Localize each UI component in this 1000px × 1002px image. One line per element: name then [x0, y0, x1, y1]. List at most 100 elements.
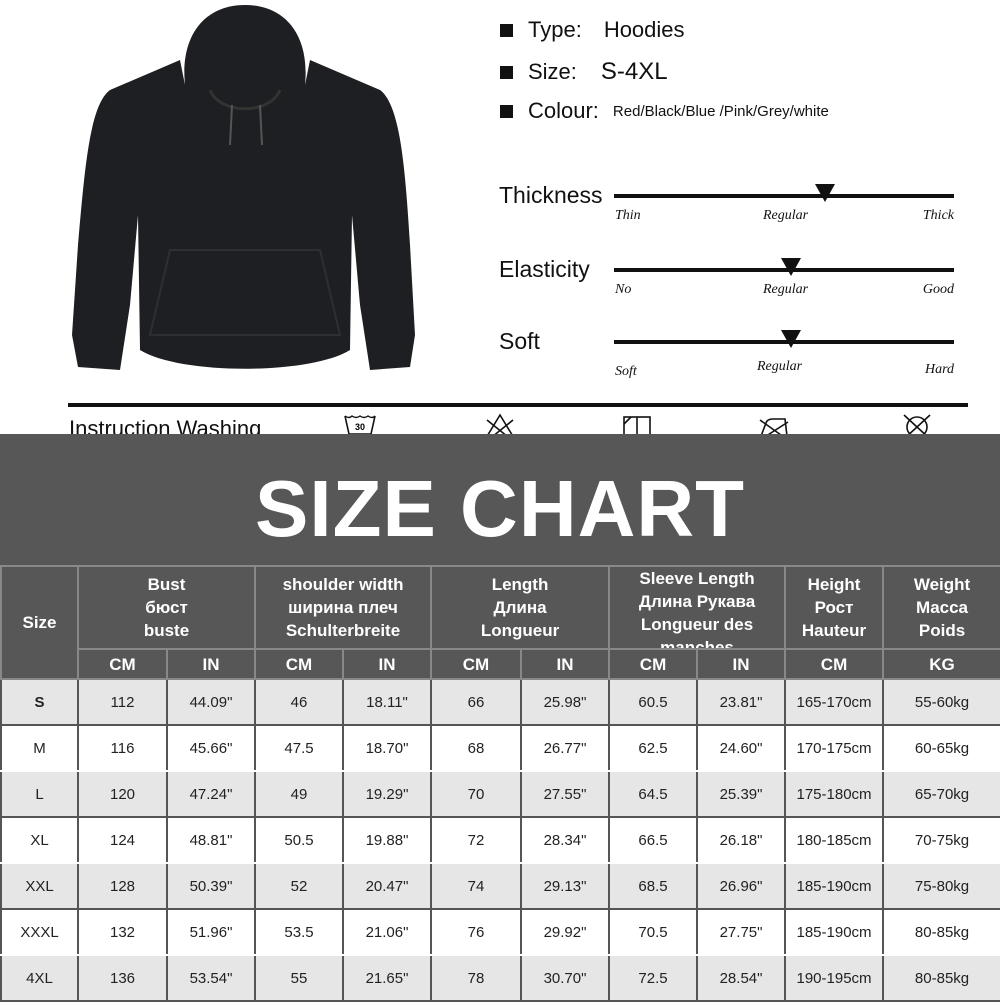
unit-header: CM — [254, 648, 344, 680]
table-cell: 136 — [77, 954, 168, 1002]
table-row: S 112 44.09" 46 18.11" 66 25.98" 60.5 23.81" 165-… — [0, 678, 1000, 726]
table-cell: 80-85kg — [882, 908, 1000, 956]
header-line: Рост — [814, 598, 854, 617]
header-line: manches — [660, 638, 734, 648]
unit-header: CM — [784, 648, 885, 680]
table-cell: 19.88" — [341, 816, 433, 864]
size-cell: S — [0, 678, 79, 726]
table-cell: 72.5 — [608, 954, 699, 1002]
table-cell: 46 — [254, 678, 344, 726]
table-cell: 28.54" — [696, 954, 787, 1002]
table-cell: 52 — [254, 862, 344, 910]
header-line: Longueur — [480, 621, 560, 640]
table-cell: 124 — [77, 816, 168, 864]
table-row: XL 124 48.81" 50.5 19.88" 72 28.34" 66.5 26.18" 1… — [0, 816, 1000, 864]
size-cell: M — [0, 724, 79, 772]
table-cell: 80-85kg — [882, 954, 1000, 1002]
spec-value: Red/Black/Blue /Pink/Grey/white — [612, 102, 829, 120]
header-line: Hauteur — [801, 621, 867, 640]
bullet-icon — [500, 23, 513, 37]
column-group-header: Length Длина Longueur — [430, 565, 611, 650]
table-cell: 60-65kg — [882, 724, 1000, 772]
size-cell: XXL — [0, 862, 79, 910]
header-line: Schulterbreite — [285, 621, 401, 640]
size-cell: 4XL — [0, 954, 79, 1002]
column-group-header: Sleeve Length Длина Рукава Longueur des man… — [608, 565, 787, 650]
header-line: buste — [143, 621, 190, 640]
table-cell: 23.81" — [696, 678, 787, 726]
svg-text:30: 30 — [355, 422, 365, 432]
table-cell: 112 — [77, 678, 168, 726]
hoodie-image — [72, 5, 415, 370]
unit-header: CM — [77, 648, 168, 680]
table-row: 4XL 136 53.54" 55 21.65" 78 30.70" 72.5 28.54" 19… — [0, 954, 1000, 1002]
table-cell: 45.66" — [166, 724, 256, 772]
table-cell: 74 — [430, 862, 523, 910]
table-row: XXXL 132 51.96" 53.5 21.06" 76 29.92" 70.5 27.75… — [0, 908, 1000, 956]
header-line: shoulder width — [282, 575, 404, 594]
size-chart: SIZE CHART Size Bust бюст buste shoulder wid… — [0, 434, 1000, 1002]
table-cell: 29.92" — [520, 908, 611, 956]
header-line: Длина Рукава — [638, 592, 756, 611]
rating-mid: Regular — [763, 282, 809, 297]
size-header: Size — [0, 565, 79, 680]
table-cell: 24.60" — [696, 724, 787, 772]
table-cell: 21.65" — [341, 954, 433, 1002]
table-cell: 26.18" — [696, 816, 787, 864]
spec-label: Type: — [528, 17, 582, 42]
rating-scale — [614, 330, 954, 348]
table-cell: 50.5 — [254, 816, 344, 864]
table-cell: 44.09" — [166, 678, 256, 726]
table-cell: 70-75kg — [882, 816, 1000, 864]
spec-type: Type: Hoodies — [500, 17, 685, 43]
table-cell: 128 — [77, 862, 168, 910]
rating-scale — [614, 258, 954, 276]
table-cell: 70.5 — [608, 908, 699, 956]
size-cell: XL — [0, 816, 79, 864]
table-cell: 116 — [77, 724, 168, 772]
unit-header: CM — [430, 648, 523, 680]
table-cell: 66.5 — [608, 816, 699, 864]
table-cell: 68 — [430, 724, 523, 772]
header-line: Poids — [918, 621, 966, 640]
table-cell: 175-180cm — [784, 770, 885, 818]
table-cell: 55-60kg — [882, 678, 1000, 726]
table-cell: 25.39" — [696, 770, 787, 818]
table-cell: 26.77" — [520, 724, 611, 772]
table-cell: 26.96" — [696, 862, 787, 910]
table-cell: 18.70" — [341, 724, 433, 772]
table-cell: 49 — [254, 770, 344, 818]
rating-low: No — [615, 282, 632, 297]
unit-header: IN — [696, 648, 787, 680]
header-line: Macca — [916, 598, 969, 617]
table-cell: 30.70" — [520, 954, 611, 1002]
table-cell: 55 — [254, 954, 344, 1002]
table-cell: 165-170cm — [784, 678, 885, 726]
size-chart-title: SIZE CHART — [255, 464, 745, 553]
column-group-header: shoulder width ширина плеч Schulterbreite — [253, 565, 433, 650]
table-cell: 18.11" — [341, 678, 433, 726]
table-cell: 72 — [430, 816, 523, 864]
table-cell: 19.29" — [341, 770, 433, 818]
table-cell: 132 — [77, 908, 168, 956]
table-row: XXL 128 50.39" 52 20.47" 74 29.13" 68.5 26.96" 18… — [0, 862, 1000, 910]
header-line: Height — [807, 575, 861, 594]
table-cell: 66 — [430, 678, 523, 726]
rating-scale — [614, 184, 954, 202]
rating-low: Soft — [615, 364, 637, 379]
table-cell: 76 — [430, 908, 523, 956]
column-group-header: Weight Macca Poids — [882, 565, 1000, 650]
table-cell: 170-175cm — [784, 724, 885, 772]
table-cell: 64.5 — [608, 770, 699, 818]
unit-header: KG — [882, 648, 1000, 680]
header-line: бюст — [145, 598, 188, 617]
rating-marker-icon — [814, 184, 835, 202]
column-group-header: Bust бюст buste — [77, 565, 256, 650]
header-line: Длина — [493, 598, 547, 617]
bullet-icon — [500, 65, 513, 79]
rating-mid: Regular — [763, 208, 809, 223]
rating-label: Soft — [499, 328, 540, 354]
spec-size: Size: S-4XL — [500, 58, 668, 86]
table-cell: 21.06" — [341, 908, 433, 956]
table-cell: 185-190cm — [784, 862, 885, 910]
